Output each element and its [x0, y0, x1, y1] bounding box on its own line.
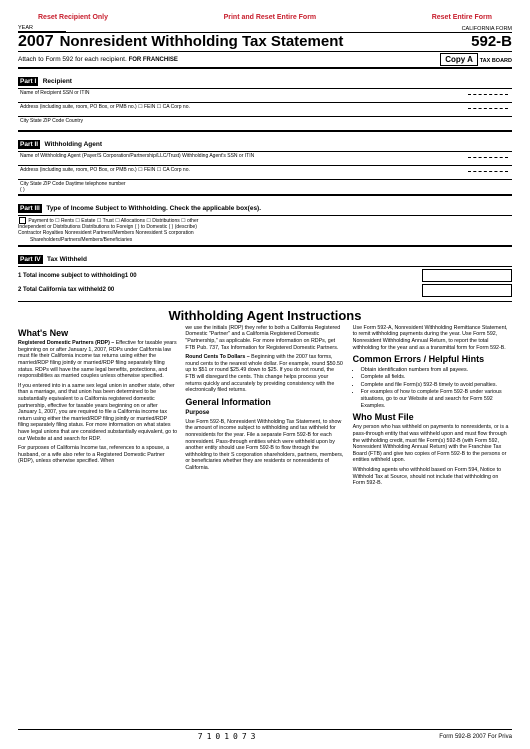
hint-2: Complete all fields.: [361, 374, 512, 381]
part1-header: Part I Recipient: [18, 69, 512, 89]
footer-right: Form 592-B 2007 For Priva: [439, 734, 512, 740]
p3-l2: Independent or Distributions Distributio…: [18, 224, 197, 230]
col1-p3: For purposes of California Income tax, r…: [18, 445, 177, 465]
rdp-heading: Registered Domestic Partners (RDP) –: [18, 340, 114, 346]
part3-header: Part III Type of Income Subject to Withh…: [18, 196, 512, 216]
footer-code: 7101073: [198, 732, 260, 741]
col2-p2: Beginning with the 2007 tax forms, round…: [185, 354, 343, 393]
part3-checkboxes[interactable]: Payment to ☐ Rents ☐ Estate ☐ Trust ☐ Al…: [18, 216, 512, 247]
col1-p2: If you entered into in a same sex legal …: [18, 383, 177, 442]
p2-field-address[interactable]: Address (including suite, room, PO Box, …: [18, 166, 512, 180]
p1-f1-label: Name of Recipient SSN or ITIN: [20, 90, 89, 96]
attach-row: Attach to Form 592 for each recipient. F…: [18, 51, 512, 69]
part4-head: Part IV: [18, 255, 43, 264]
total-tax-box[interactable]: [422, 284, 512, 297]
p2-f3-label: City State ZIP Code Daytime telephone nu…: [20, 181, 126, 187]
form-number: 592-B: [471, 33, 512, 50]
hint-4: For examples of how to complete Form 592…: [361, 389, 512, 409]
col1: What's New Registered Domestic Partners …: [18, 325, 177, 490]
year-label: YEAR: [18, 25, 66, 32]
total-income-box[interactable]: [422, 269, 512, 282]
col3-p1: Use Form 592-A, Nonresident Withholding …: [353, 325, 512, 351]
part3-head: Part III: [18, 204, 42, 213]
who-must-file-heading: Who Must File: [353, 412, 512, 423]
part2-header: Part II Withholding Agent: [18, 132, 512, 152]
copy-a: Copy A: [440, 53, 478, 66]
p2-f1-label: Name of Withholding Agent (Payer/S Corpo…: [20, 153, 254, 159]
p1-field-name[interactable]: Name of Recipient SSN or ITIN: [18, 89, 512, 103]
col3: Use Form 592-A, Nonresident Withholding …: [353, 325, 512, 490]
errors-heading: Common Errors / Helpful Hints: [353, 354, 512, 365]
col2: we use the initials (RDP) they refer to …: [185, 325, 344, 490]
col1-p1: Effective for taxable years beginning on…: [18, 340, 177, 379]
header: YEAR CALIFORNIA FORM 2007 Nonresident Wi…: [18, 25, 512, 51]
print-reset-link[interactable]: Print and Reset Entire Form: [224, 14, 317, 21]
p3-l1: Payment to ☐ Rents ☐ Estate ☐ Trust ☐ Al…: [28, 218, 198, 224]
p2-field-city[interactable]: City State ZIP Code Daytime telephone nu…: [18, 180, 512, 196]
tax-board: TAX BOARD: [480, 58, 512, 64]
part4-title: Tax Withheld: [47, 256, 87, 263]
p3-l4: Shareholders/Partners/Members/Beneficiar…: [18, 237, 132, 243]
part2-head: Part II: [18, 140, 40, 149]
part1-title: Recipient: [43, 78, 72, 85]
checkbox[interactable]: [19, 217, 26, 224]
form-page: Reset Recipient Only Print and Reset Ent…: [0, 0, 530, 749]
p1-f2-label: Address (including suite, room, PO Box, …: [20, 104, 190, 110]
reset-recipient-link[interactable]: Reset Recipient Only: [38, 14, 108, 21]
col2-p3: Use Form 592-B, Nonresident Withholding …: [185, 419, 344, 472]
california-form-label: CALIFORNIA FORM: [462, 26, 512, 32]
p1-field-address[interactable]: Address (including suite, room, PO Box, …: [18, 103, 512, 117]
purpose-heading: Purpose: [185, 410, 344, 418]
p2-field-name[interactable]: Name of Withholding Agent (Payer/S Corpo…: [18, 152, 512, 166]
footer: 7101073 Form 592-B 2007 For Priva: [18, 729, 512, 741]
hints-list: Obtain identification numbers from all p…: [353, 367, 512, 410]
round-heading: Round Cents To Dollars –: [185, 354, 249, 360]
col2-p1: we use the initials (RDP) they refer to …: [185, 325, 344, 351]
total-tax-label: 2 Total California tax withheld2 00: [18, 287, 114, 293]
part2-title: Withholding Agent: [45, 141, 102, 148]
top-action-links: Reset Recipient Only Print and Reset Ent…: [18, 14, 512, 21]
part4-totals: 1 Total income subject to withholding1 0…: [18, 269, 512, 302]
col3-p2: Any person who has withheld on payments …: [353, 424, 512, 464]
form-title: Nonresident Withholding Tax Statement: [54, 33, 472, 50]
year: 2007: [18, 33, 54, 51]
p2-phone: ( ): [20, 187, 25, 193]
part1-head: Part I: [18, 77, 38, 86]
hint-1: Obtain identification numbers from all p…: [361, 367, 512, 374]
whats-new-heading: What's New: [18, 328, 177, 339]
p3-l3: Contractor Royalties Nonresident Partner…: [18, 230, 194, 236]
general-info-heading: General Information: [185, 397, 344, 408]
instruction-columns: What's New Registered Domestic Partners …: [18, 325, 512, 490]
hint-3: Complete and file Form(s) 592-B timely t…: [361, 382, 512, 389]
col3-p3: Withholding agents who withhold based on…: [353, 467, 512, 487]
p1-field-city[interactable]: City State ZIP Code Country: [18, 117, 512, 132]
attach-text: Attach to Form 592 for each recipient. F…: [18, 56, 178, 63]
instructions-title: Withholding Agent Instructions: [18, 308, 512, 323]
reset-entire-link[interactable]: Reset Entire Form: [432, 14, 492, 21]
part4-header: Part IV Tax Withheld: [18, 247, 512, 267]
part3-title: Type of Income Subject to Withholding. C…: [46, 205, 261, 212]
p2-f2-label: Address (including suite, room, PO Box, …: [20, 167, 190, 173]
for-franchise: FOR FRANCHISE: [129, 57, 178, 63]
total-income-label: 1 Total income subject to withholding1 0…: [18, 273, 137, 279]
